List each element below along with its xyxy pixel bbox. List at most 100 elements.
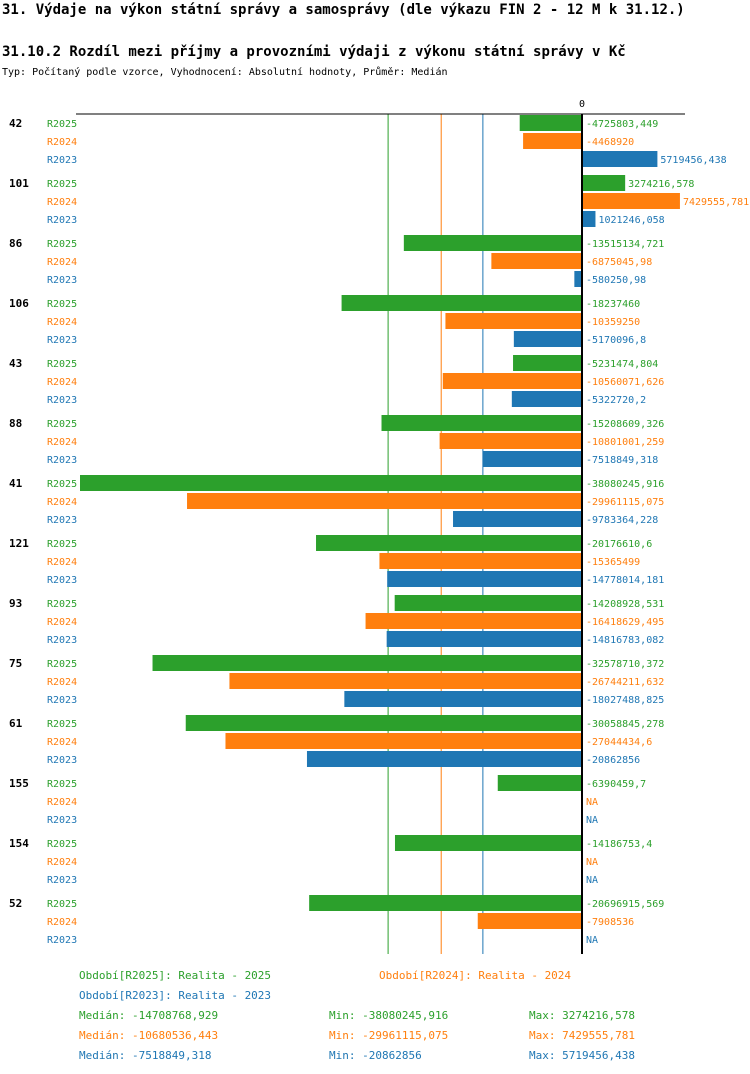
series-label: R2025 [47,179,77,190]
min-r2025: Min: -38080245,916 [329,1009,449,1022]
series-label: R2025 [47,899,77,910]
bar [344,691,582,707]
data-label: -5231474,804 [586,359,658,370]
bar [394,835,582,851]
data-label: -38080245,916 [586,479,664,490]
data-label: 1021246,058 [598,215,664,226]
bar [439,433,582,449]
bar [574,271,582,287]
data-label: -5170096,8 [586,335,646,346]
series-label: R2023 [47,815,77,826]
group-label: 106 [9,297,29,310]
series-label: R2023 [47,575,77,586]
bar [513,355,582,371]
series-label: R2024 [47,497,77,508]
series-label: R2024 [47,197,77,208]
max-r2024: Max: 7429555,781 [529,1029,635,1042]
series-label: R2025 [47,659,77,670]
data-label: -20696915,569 [586,899,664,910]
series-label: R2024 [47,677,77,688]
data-label: 5719456,438 [660,155,726,166]
legend-r2024: Období[R2024]: Realita - 2024 [379,969,572,982]
bar [187,493,582,509]
data-label: -13515134,721 [586,239,664,250]
bar [453,511,582,527]
series-label: R2025 [47,839,77,850]
bar [381,415,582,431]
data-label: -32578710,372 [586,659,664,670]
series-label: R2024 [47,257,77,268]
data-label: -7518849,318 [586,455,658,466]
series-label: R2024 [47,797,77,808]
series-label: R2023 [47,515,77,526]
series-label: R2024 [47,917,77,928]
bar-chart: 0 42 R2025 -4725803,449 R2024 -4468920 R2023 57… [9,99,749,954]
bar [365,613,582,629]
bar [152,655,582,671]
series-label: R2023 [47,455,77,466]
bar [386,631,582,647]
data-label: -14208928,531 [586,599,664,610]
bar [445,313,582,329]
data-label: -30058845,278 [586,719,664,730]
median-r2025: Medián: -14708768,929 [79,1009,219,1022]
data-label: NA [586,935,598,946]
group-label: 88 [9,417,22,430]
legend-r2025: Období[R2025]: Realita - 2025 [79,969,272,982]
series-label: R2023 [47,155,77,166]
bar [582,211,596,227]
group-label: 52 [9,897,22,910]
series-label: R2024 [47,137,77,148]
bar [394,595,582,611]
bar [513,331,582,347]
series-label: R2023 [47,275,77,286]
data-label: -10359250 [586,317,640,328]
data-label: -5322720,2 [586,395,646,406]
group-label: 61 [9,717,23,730]
group-label: 121 [9,537,29,550]
legend-r2023: Období[R2023]: Realita - 2023 [79,989,272,1002]
series-label: R2023 [47,215,77,226]
series-label: R2025 [47,479,77,490]
max-r2023: Max: 5719456,438 [529,1049,635,1062]
series-label: R2024 [47,617,77,628]
data-label: -7908536 [586,917,634,928]
bar [387,571,582,587]
series-label: R2023 [47,335,77,346]
series-label: R2023 [47,875,77,886]
group-label: 42 [9,117,22,130]
bar [306,751,582,767]
bar [341,295,582,311]
series-label: R2025 [47,119,77,130]
data-label: NA [586,815,598,826]
series-label: R2023 [47,695,77,706]
series-label: R2023 [47,635,77,646]
min-r2023: Min: -20862856 [329,1049,422,1062]
data-label: 7429555,781 [683,197,749,208]
data-label: -15365499 [586,557,640,568]
bar [442,373,582,389]
data-label: -14778014,181 [586,575,664,586]
data-label: -20176610,6 [586,539,652,550]
bar [379,553,582,569]
series-label: R2025 [47,779,77,790]
data-label: -15208609,326 [586,419,664,430]
min-r2024: Min: -29961115,075 [329,1029,449,1042]
chart-title: 31.10.2 Rozdíl mezi příjmy a provozními … [2,44,626,60]
bar [229,673,583,689]
data-label: -580250,98 [586,275,646,286]
series-label: R2024 [47,377,77,388]
bar [497,775,582,791]
bar [309,895,582,911]
data-label: -18237460 [586,299,640,310]
data-label: -10801001,259 [586,437,664,448]
group-label: 41 [9,477,23,490]
series-label: R2025 [47,419,77,430]
bar [80,475,582,491]
chart-meta: Typ: Počítaný podle vzorce, Vyhodnocení:… [2,67,448,78]
data-label: -29961115,075 [586,497,664,508]
group-label: 75 [9,657,22,670]
series-label: R2024 [47,317,77,328]
data-label: -16418629,495 [586,617,664,628]
data-label: -27044434,6 [586,737,652,748]
